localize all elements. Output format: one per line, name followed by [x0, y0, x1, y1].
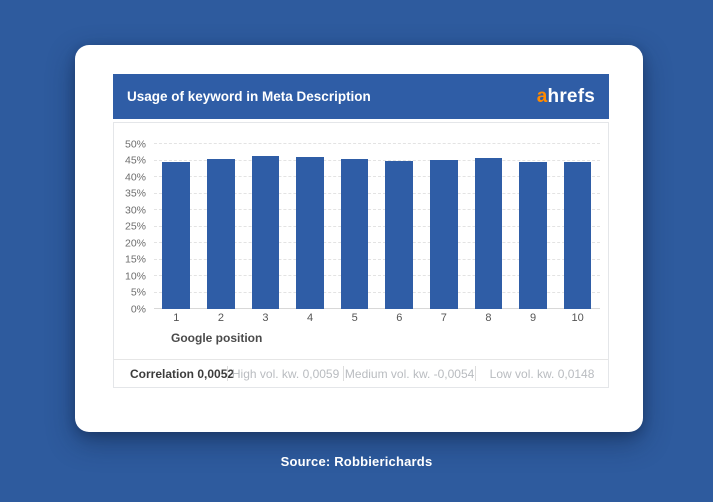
bar-position-2 [207, 158, 235, 309]
correlation-row: Correlation 0,0052 High vol. kw. 0,0059 … [114, 360, 608, 387]
y-axis-tick-label: 50% [124, 137, 146, 150]
y-axis-tick-label: 40% [124, 170, 146, 183]
x-axis-tick-label: 7 [440, 312, 447, 324]
bar-slot [466, 144, 511, 309]
correlation-low-volume: Low vol. kw. 0,0148 [489, 366, 595, 381]
x-axis-tick-label: 6 [396, 312, 403, 324]
x-axis-tick-label: 10 [571, 312, 584, 324]
footer-separator [114, 359, 608, 360]
x-axis-tick-label: 4 [307, 312, 314, 324]
bar-position-3 [251, 155, 280, 309]
bar-slot [288, 144, 333, 309]
chart-area: 0% 5% 10% 15% 20% 25% 30% 35% 40% 45% 50% 1 2 3 4 5 6 7 8… [113, 122, 609, 388]
gridline [154, 209, 600, 210]
bar-slot [243, 144, 288, 309]
bar-position-6 [385, 161, 414, 309]
bar-position-10 [563, 161, 592, 309]
correlation-medium-volume: Medium vol. kw. -0,0054 [344, 366, 475, 381]
divider [475, 366, 477, 381]
source-caption: Source: Robbierichards [280, 454, 433, 469]
bar-slot [422, 144, 467, 309]
y-axis-tick-label: 25% [124, 220, 146, 233]
y-axis-tick-label: 45% [124, 154, 146, 167]
x-axis-tick-label: 5 [351, 312, 358, 324]
x-axis-tick-label: 9 [529, 312, 537, 324]
y-axis-tick-label: 15% [124, 253, 146, 266]
gridline [154, 192, 600, 194]
x-axis-tick-label: 1 [173, 312, 180, 324]
gridline [154, 291, 600, 293]
y-axis-tick-label: 0% [130, 302, 146, 315]
bar-slot [377, 144, 422, 309]
chart-card: Usage of keyword in Meta Description ahr… [75, 45, 643, 432]
divider [343, 366, 345, 381]
chart-title: Usage of keyword in Meta Description [127, 89, 371, 104]
bar-slot [199, 144, 244, 309]
x-axis-title: Google position [171, 331, 263, 345]
gridline [154, 258, 600, 260]
ahrefs-logo-accent: a [536, 85, 548, 107]
divider [227, 366, 228, 381]
gridline [154, 159, 600, 161]
y-axis-tick-label: 35% [124, 187, 146, 200]
y-axis-tick-label: 10% [124, 269, 146, 282]
y-axis-labels: 0% 5% 10% 15% 20% 25% 30% 35% 40% 45% 50% [114, 139, 150, 314]
plot-area [154, 143, 600, 309]
bar-slot [511, 144, 556, 309]
ahrefs-logo: ahrefs [537, 86, 595, 108]
gridline [154, 308, 600, 309]
chart-header: Usage of keyword in Meta Description ahr… [113, 74, 609, 119]
y-axis-tick-label: 5% [130, 286, 146, 299]
bar-position-7 [430, 160, 458, 309]
bar-position-8 [474, 157, 503, 309]
bar-position-9 [519, 162, 547, 309]
x-axis-tick-label: 2 [217, 312, 224, 324]
gridline [154, 275, 600, 276]
x-axis-labels: 1 2 3 4 5 6 7 8 9 10 [154, 312, 600, 324]
gridline [154, 242, 600, 243]
gridline [154, 225, 600, 227]
correlation-overall: Correlation 0,0052 [130, 366, 235, 381]
bar-position-1 [162, 161, 191, 309]
gridline [154, 143, 600, 144]
bar-position-5 [340, 158, 369, 309]
y-axis-tick-label: 30% [124, 203, 146, 216]
gridline [154, 176, 600, 177]
bar-slot [555, 144, 600, 309]
correlation-high-volume: High vol. kw. 0,0059 [231, 366, 340, 381]
y-axis-tick-label: 20% [124, 236, 146, 249]
x-axis-tick-label: 8 [485, 312, 492, 324]
ahrefs-logo-text: hrefs [547, 85, 595, 107]
bar-position-4 [296, 156, 324, 309]
bars-layer [154, 144, 600, 309]
bar-slot [154, 144, 199, 309]
bar-slot [332, 144, 377, 309]
x-axis-tick-label: 3 [262, 312, 269, 324]
